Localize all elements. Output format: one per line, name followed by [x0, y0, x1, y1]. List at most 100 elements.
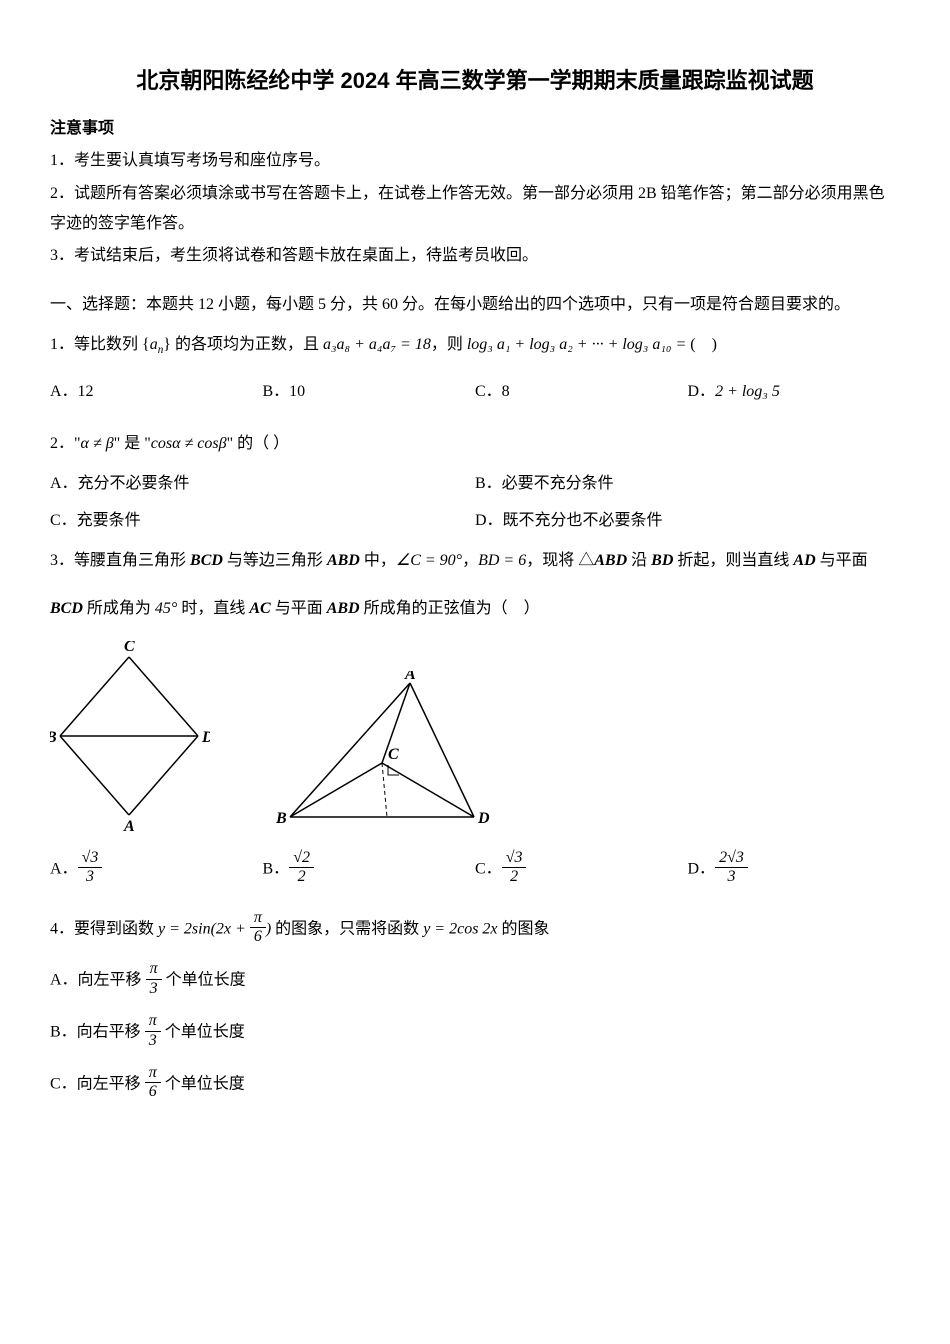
q3-bcd: BCD: [190, 552, 223, 569]
q3-abd: ABD: [327, 552, 360, 569]
q2-cond1: α ≠ β: [81, 435, 114, 452]
notice-item-3: 3．考试结束后，考生须将试卷和答题卡放在桌面上，待监考员收回。: [50, 241, 900, 271]
q3-bd2: BD: [651, 552, 673, 569]
q2-mid: 是: [120, 435, 144, 452]
q3-optD-label: D．: [688, 860, 716, 877]
q3-optC: C．√3 2: [475, 851, 688, 889]
q3-figures: C B D A A B D C: [50, 641, 900, 831]
q4-optC-den: 6: [149, 1083, 157, 1100]
q3-optC-den: 2: [510, 868, 518, 885]
q3-optB-num: √2: [293, 849, 310, 866]
q3-mid4: ，现将 △: [526, 552, 594, 569]
q2-optB: B．必要不充分条件: [475, 469, 900, 499]
q2-pre: 2．: [50, 435, 74, 452]
q1-paren: ( ): [690, 336, 717, 353]
q4-optC: C．向左平移 π 6 个单位长度: [50, 1066, 900, 1104]
svg-text:C: C: [124, 641, 135, 655]
q3-optB-label: B．: [263, 860, 290, 877]
q2-optC: C．充要条件: [50, 506, 475, 536]
q4-func1-arg-pre: (2x +: [211, 920, 250, 937]
q4-optA-den: 3: [150, 980, 158, 997]
svg-text:D: D: [477, 810, 490, 827]
q1-eq: a₃a₈ + a₄a₇ = 18: [323, 336, 431, 353]
q2-options-row1: A．充分不必要条件 B．必要不充分条件: [50, 469, 900, 499]
q4-func1-pre: y = 2sin: [158, 920, 211, 937]
q3-optD-num: 2√3: [719, 849, 744, 866]
q3-ad: AD: [793, 552, 815, 569]
question-4: 4．要得到函数 y = 2sin(2x + π6) 的图象，只需将函数 y = …: [50, 911, 900, 949]
q3-optC-label: C．: [475, 860, 502, 877]
q3-ac: AC: [249, 600, 270, 617]
notice-heading: 注意事项: [50, 114, 900, 144]
q1-logexpr: log₃ a₁ + log₃ a₂ + ··· + log₃ a₁₀ =: [467, 336, 686, 353]
q4-optB-pre: B．向右平移: [50, 1024, 145, 1041]
q3-deg: 45°: [155, 600, 177, 617]
q3-mid8: 所成角为: [83, 600, 155, 617]
svg-text:B: B: [275, 810, 287, 827]
q4-func1-num: π: [254, 909, 262, 926]
q3-mid10: 与平面: [271, 600, 327, 617]
q4-optA-pre: A．向左平移: [50, 972, 146, 989]
svg-text:D: D: [201, 729, 210, 746]
q1-stem-mid: } 的各项均为正数，且: [163, 336, 323, 353]
q2-tail: 的（ ）: [233, 435, 289, 452]
q3-figure-2: ABDC: [270, 671, 490, 831]
q3-pre: 3．等腰直角三角形: [50, 552, 190, 569]
svg-text:A: A: [404, 671, 416, 683]
q1-optB: B．10: [263, 377, 476, 407]
q3-mid2: 中，: [360, 552, 396, 569]
q4-optB-num: π: [149, 1012, 157, 1029]
q3-mid7: 与平面: [816, 552, 868, 569]
q4-optC-pre: C．向左平移: [50, 1076, 145, 1093]
q2-optD: D．既不充分也不必要条件: [475, 506, 900, 536]
q3-abd2: ABD: [594, 552, 627, 569]
question-3: 3．等腰直角三角形 BCD 与等边三角形 ABD 中，∠C = 90°，BD =…: [50, 546, 900, 576]
q1-optA: A．12: [50, 377, 263, 407]
q3-options: A．√33 B．√22 C．√32 D．2√33: [50, 851, 900, 889]
q4-optA-num: π: [150, 960, 158, 977]
q2-options-row2: C．充要条件 D．既不充分也不必要条件: [50, 506, 900, 536]
section1-intro: 一、选择题：本题共 12 小题，每小题 5 分，共 60 分。在每小题给出的四个…: [50, 290, 900, 320]
question-3-line2: BCD 所成角为 45° 时，直线 AC 与平面 ABD 所成角的正弦值为（ ）: [50, 594, 900, 624]
q3-optB-den: 2: [298, 868, 306, 885]
q3-angle: ∠C = 90°: [396, 552, 462, 569]
q4-optC-num: π: [149, 1064, 157, 1081]
q3-abd3: ABD: [327, 600, 360, 617]
q2-optA: A．充分不必要条件: [50, 469, 475, 499]
q3-optD: D．2√3 3: [688, 851, 901, 889]
q3-optA-num: √3: [82, 849, 99, 866]
q1-an: a: [150, 336, 158, 353]
q1-optC: C．8: [475, 377, 688, 407]
question-2: 2．"α ≠ β" 是 "cosα ≠ cosβ" 的（ ）: [50, 429, 900, 459]
q1-optD-label: D．: [688, 383, 716, 400]
q4-optB-post: 个单位长度: [161, 1024, 245, 1041]
q3-optA-label: A．: [50, 860, 78, 877]
q4-optB: B．向右平移 π3 个单位长度: [50, 1014, 900, 1052]
page-title: 北京朝阳陈经纶中学 2024 年高三数学第一学期期末质量跟踪监视试题: [50, 60, 900, 102]
notice-item-2: 2．试题所有答案必须填涂或书写在答题卡上，在试卷上作答无效。第一部分必须用 2B…: [50, 179, 900, 240]
svg-text:A: A: [123, 818, 135, 831]
q1-stem-mid2: ，则: [431, 336, 467, 353]
q4-func2: y = 2cos 2x: [423, 920, 497, 937]
q4-mid2: 的图象: [498, 920, 550, 937]
q3-optB: B．√2 2: [263, 851, 476, 889]
q4-optA-post: 个单位长度: [162, 972, 246, 989]
notice-item-1: 1．考生要认真填写考场号和座位序号。: [50, 146, 900, 176]
q3-optD-den: 3: [727, 868, 735, 885]
q3-optC-num: √3: [506, 849, 523, 866]
q3-figure-1: C B D A: [50, 641, 210, 831]
svg-text:B: B: [50, 729, 57, 746]
q3-bd: BD = 6: [478, 552, 526, 569]
q1-options: A．12 B．10 C．8 D．2 + log₃ 5: [50, 377, 900, 407]
q3-optA-den: 3: [86, 868, 94, 885]
q3-mid6: 折起，则当直线: [673, 552, 793, 569]
q4-optA: A．向左平移 π 3 个单位长度: [50, 962, 900, 1000]
q3-mid1: 与等边三角形: [223, 552, 327, 569]
q4-pre: 4．要得到函数: [50, 920, 158, 937]
q3-mid9: 时，直线: [177, 600, 249, 617]
q4-options: A．向左平移 π 3 个单位长度 B．向右平移 π3 个单位长度 C．向左平移 π…: [50, 962, 900, 1103]
q1-stem-pre: 1．等比数列 {: [50, 336, 150, 353]
q4-optC-post: 个单位长度: [161, 1076, 245, 1093]
q4-mid1: 的图象，只需将函数: [271, 920, 423, 937]
q3-mid11: 所成角的正弦值为（ ）: [360, 600, 540, 617]
